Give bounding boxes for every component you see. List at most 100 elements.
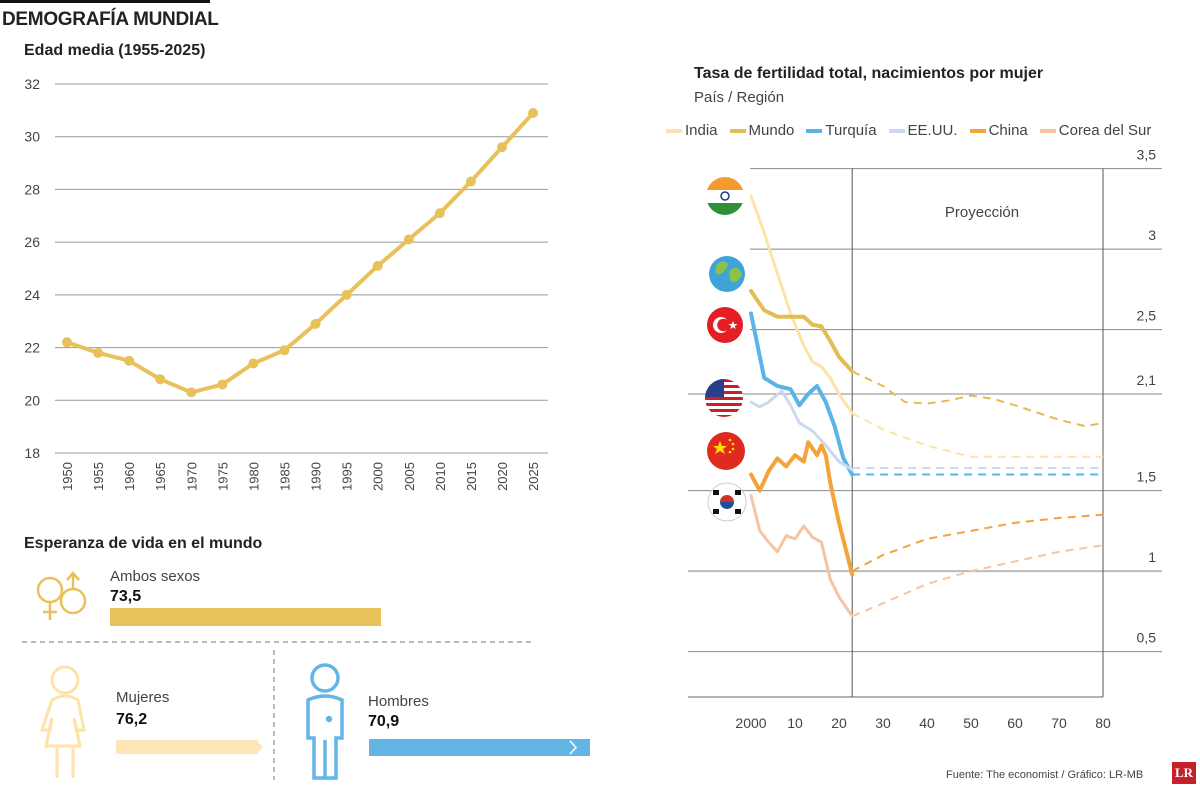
title-rule [0, 0, 210, 3]
y-tick-label: 1,5 [1137, 469, 1157, 485]
data-point [186, 387, 197, 398]
x-tick-label: 80 [1095, 715, 1111, 731]
data-point [465, 176, 476, 187]
turkey-flag-icon [707, 307, 743, 343]
data-point [496, 142, 507, 153]
y-tick-label: 0,5 [1137, 630, 1157, 646]
data-point [62, 337, 72, 348]
x-tick-label: 30 [875, 715, 891, 731]
y-tick-label: 1 [1148, 549, 1156, 565]
data-point [279, 345, 290, 356]
data-point [155, 374, 166, 385]
women-value: 76,2 [116, 711, 148, 728]
china-flag-icon [707, 432, 745, 470]
man-icon [306, 663, 344, 780]
y-tick-label: 18 [24, 445, 40, 461]
x-tick-label: 1970 [184, 462, 199, 491]
y-tick-label: 2,1 [1137, 372, 1157, 388]
usa-flag-icon [705, 379, 743, 417]
fertility-chart: 3,5 3 2,5 2,1 1,5 1 0,5 2000 10 20 30 40 50 60 70 80 [688, 147, 1162, 731]
woman-icon [39, 665, 86, 778]
median-age-chart: 18 20 22 24 26 28 30 32 1950 1955 1960 1965 1970 1975… [24, 76, 548, 491]
x-tick-label: 1985 [277, 462, 292, 491]
series-line-mundo [749, 288, 855, 374]
x-tick-label: 2025 [526, 462, 541, 491]
page-title: DEMOGRAFÍA MUNDIAL [2, 9, 219, 30]
bar-both-sexes [110, 608, 381, 626]
legend-corea: Corea del Sur [1039, 122, 1151, 139]
series-line-china [749, 440, 855, 577]
bar-men [369, 739, 590, 756]
data-point [403, 234, 414, 245]
y-tick-label: 28 [24, 181, 40, 197]
median-age-line [66, 111, 535, 395]
x-tick-label: 10 [787, 715, 803, 731]
series-line-corea [749, 493, 854, 618]
data-point [217, 379, 228, 390]
y-tick-label: 26 [24, 234, 40, 250]
y-tick-label: 24 [24, 287, 40, 303]
x-tick-label: 1965 [153, 462, 168, 491]
fertility-legend: India Mundo Turquía EE.UU. China Corea d… [666, 122, 1151, 139]
x-tick-label: 1950 [60, 462, 75, 491]
x-tick-label: 2000 [735, 715, 766, 731]
series-line-india [749, 194, 854, 415]
y-tick-label: 32 [24, 76, 40, 92]
data-point [372, 260, 383, 271]
y-tick-label: 20 [24, 392, 40, 408]
x-tick-label: 40 [919, 715, 935, 731]
x-tick-label: 20 [831, 715, 847, 731]
median-age-title: Edad media (1955-2025) [24, 42, 206, 59]
data-point [528, 107, 539, 118]
fertility-title: Tasa de fertilidad total, nacimientos po… [694, 65, 1044, 82]
x-tick-label: 2000 [371, 462, 386, 491]
data-point [310, 318, 321, 329]
fertility-subtitle: País / Región [694, 89, 785, 106]
data-point [93, 347, 104, 358]
south-korea-flag-icon [707, 482, 747, 522]
x-tick-label: 2010 [433, 462, 448, 491]
legend-eeuu: EE.UU. [888, 122, 958, 139]
projection-line-mundo [851, 370, 1104, 428]
y-tick-label: 3 [1148, 227, 1156, 243]
both-sexes-label: Ambos sexos [110, 568, 201, 585]
data-point [434, 208, 445, 219]
projection-line-india [851, 412, 1103, 458]
x-tick-label: 1975 [215, 462, 230, 491]
data-point [124, 355, 135, 366]
legend-china: China [969, 122, 1028, 139]
x-tick-label: 70 [1051, 715, 1067, 731]
x-tick-label: 2005 [402, 462, 417, 491]
x-tick-label: 1955 [91, 462, 106, 491]
gender-symbols-icon [36, 571, 87, 620]
life-expectancy-title: Esperanza de vida en el mundo [24, 535, 263, 552]
projection-label: Proyección [945, 204, 1019, 221]
x-tick-label: 1980 [246, 462, 261, 491]
legend-turquia: Turquía [806, 122, 877, 139]
data-point [248, 358, 259, 369]
series-line-turquia [749, 311, 855, 477]
bar-women [116, 740, 264, 754]
data-point [341, 289, 352, 300]
projection-line-china [851, 513, 1104, 572]
y-tick-label: 30 [24, 129, 40, 145]
x-tick-label: 60 [1007, 715, 1023, 731]
y-tick-label: 22 [24, 340, 40, 356]
legend-mundo: Mundo [729, 122, 794, 139]
source-note: Fuente: The economist / Gráfico: LR-MB [946, 769, 1144, 781]
men-value: 70,9 [368, 713, 400, 730]
legend-india: India [666, 122, 718, 139]
women-label: Mujeres [116, 689, 170, 706]
y-tick-label: 2,5 [1137, 308, 1157, 324]
india-flag-icon [706, 177, 744, 215]
men-label: Hombres [368, 693, 429, 710]
both-sexes-value: 73,5 [110, 588, 142, 605]
globe-icon [709, 256, 745, 292]
x-tick-label: 2020 [495, 462, 510, 491]
lr-logo: LR [1172, 762, 1196, 784]
x-tick-label: 2015 [464, 462, 479, 491]
x-tick-label: 1990 [309, 462, 324, 491]
x-tick-label: 1960 [122, 462, 137, 491]
projection-line-corea [851, 544, 1104, 618]
